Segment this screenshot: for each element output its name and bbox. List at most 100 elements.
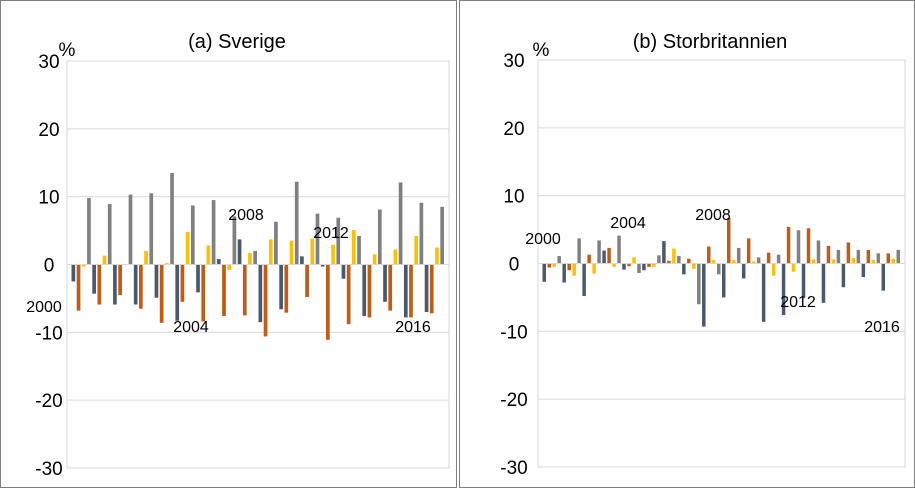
year-label: 2004 <box>610 215 646 232</box>
chart-title: (a) Sverige <box>188 31 286 53</box>
bar <box>542 263 546 282</box>
y-tick-label: 10 <box>503 187 524 208</box>
bar <box>341 264 346 279</box>
bar <box>876 253 881 264</box>
y-tick-label: 0 <box>44 256 55 277</box>
bar <box>87 198 91 265</box>
y-tick-label: 30 <box>503 51 524 72</box>
y-tick-label: 20 <box>503 119 524 140</box>
bar <box>697 263 701 305</box>
bar <box>557 256 561 264</box>
year-label: 2008 <box>695 207 731 224</box>
bar <box>102 255 107 265</box>
y-tick-label: -10 <box>500 322 527 343</box>
y-unit-label: % <box>59 40 76 61</box>
bar <box>791 263 796 272</box>
y-tick-label: 10 <box>38 188 59 209</box>
bar <box>687 258 691 264</box>
bar <box>692 263 696 269</box>
y-unit-label: % <box>533 40 550 61</box>
bar <box>242 264 247 316</box>
bar <box>886 253 891 264</box>
year-label: 2004 <box>173 319 209 336</box>
bar <box>662 241 666 264</box>
bar <box>352 229 356 265</box>
bar <box>393 249 398 265</box>
bar <box>362 264 367 317</box>
bar <box>856 249 861 264</box>
year-label: 2000 <box>26 299 62 316</box>
bar <box>170 172 174 265</box>
bar <box>71 264 76 282</box>
bar <box>672 248 676 264</box>
bar <box>841 263 846 288</box>
bar <box>786 226 791 264</box>
bar <box>587 254 591 264</box>
bar <box>726 218 731 264</box>
bar <box>866 249 871 264</box>
bar <box>871 260 876 264</box>
bar <box>383 264 387 302</box>
bar <box>424 264 429 312</box>
bar <box>388 264 393 311</box>
bar <box>398 182 403 265</box>
bar <box>258 264 263 323</box>
bar <box>831 259 836 264</box>
bar <box>92 264 96 294</box>
bar <box>657 255 661 264</box>
bar <box>320 264 325 267</box>
y-tick-label: -20 <box>500 390 527 411</box>
bar <box>274 221 278 265</box>
bar <box>414 236 419 265</box>
y-tick-label: -10 <box>35 323 62 344</box>
y-tick-label: -20 <box>35 391 62 412</box>
bar <box>227 264 232 270</box>
bar <box>429 264 434 314</box>
bar <box>81 264 86 267</box>
bar <box>336 217 341 265</box>
bar <box>144 250 148 265</box>
bar <box>751 261 756 264</box>
year-label: 2012 <box>780 294 816 311</box>
bar <box>133 264 138 305</box>
bar <box>627 263 631 267</box>
bar <box>118 264 122 296</box>
bar <box>851 258 856 264</box>
bar <box>582 263 586 297</box>
bar <box>736 247 741 264</box>
bar <box>771 263 776 276</box>
bar <box>128 194 133 265</box>
bar <box>222 264 226 317</box>
bar <box>592 263 596 274</box>
bar <box>577 238 581 264</box>
bar <box>682 263 686 275</box>
bar <box>756 257 761 264</box>
bar <box>562 263 566 283</box>
bar <box>637 263 641 273</box>
bar <box>652 263 656 267</box>
bar <box>268 239 273 265</box>
bar <box>647 263 651 267</box>
bar <box>622 263 626 270</box>
y-tick-label: 20 <box>38 120 59 141</box>
bar <box>211 200 216 265</box>
bar <box>180 264 185 302</box>
bar <box>139 264 143 309</box>
y-tick-label: 0 <box>509 255 520 276</box>
bar <box>746 238 751 264</box>
bar <box>403 264 408 318</box>
bar <box>821 263 826 303</box>
bar <box>175 264 180 321</box>
y-tick-label: -30 <box>500 458 527 479</box>
bar <box>667 260 671 264</box>
bar <box>253 250 257 265</box>
bar <box>861 263 866 278</box>
bar <box>165 263 169 265</box>
bar <box>677 256 681 264</box>
bar <box>826 245 831 264</box>
bar <box>279 264 283 310</box>
bar <box>326 264 330 340</box>
bar <box>435 247 439 265</box>
y-tick-label: 30 <box>38 52 59 73</box>
year-label: 2008 <box>228 207 264 224</box>
